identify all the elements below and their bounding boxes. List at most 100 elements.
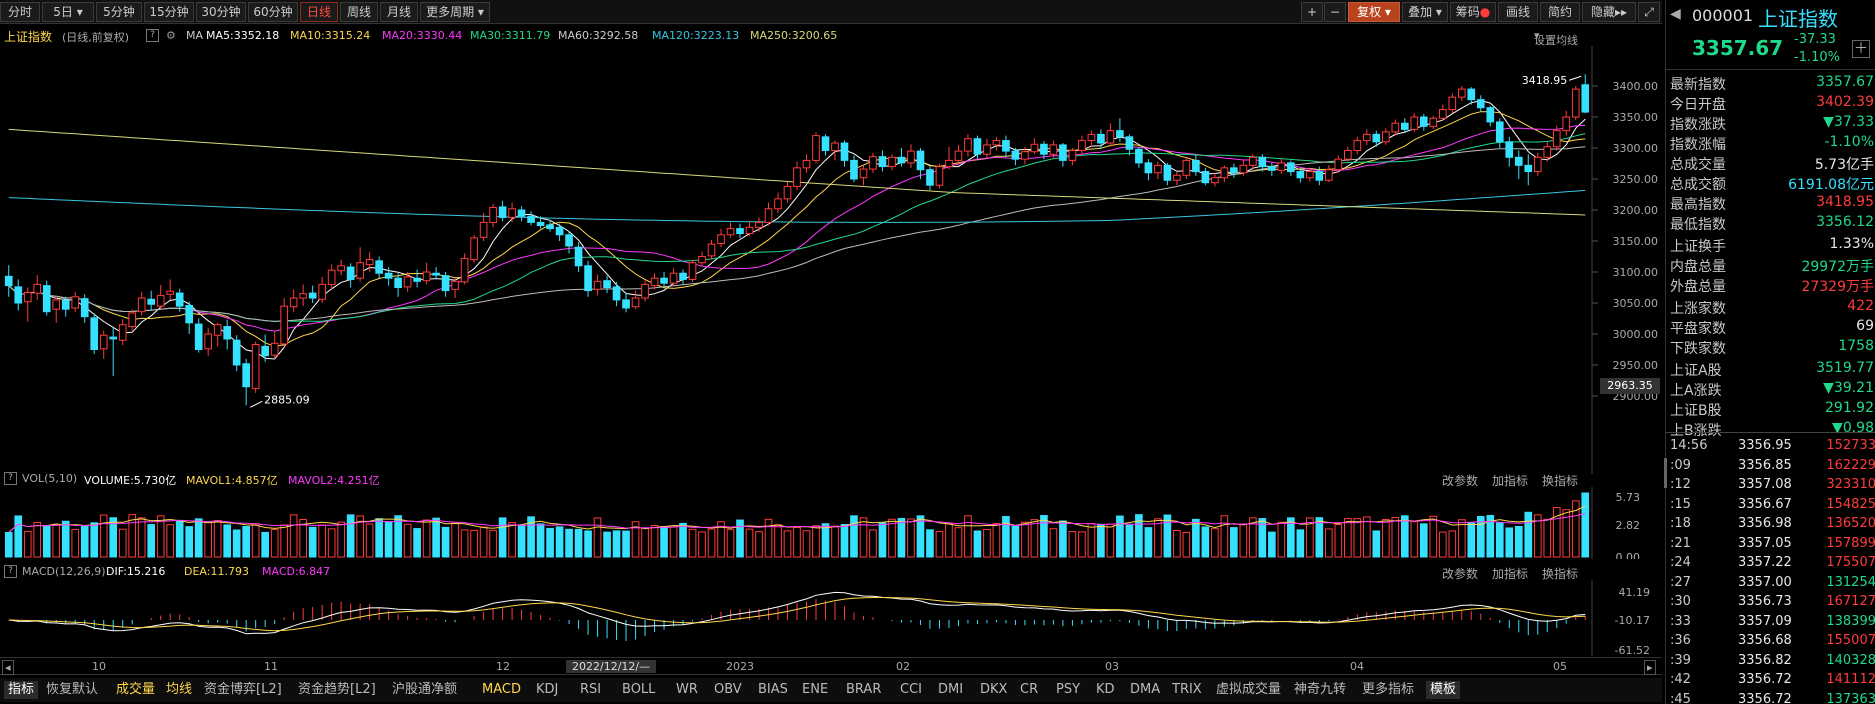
- chips-button[interactable]: 筹码●: [1450, 2, 1496, 22]
- period-tab-15min[interactable]: 15分钟: [144, 2, 194, 22]
- period-tab-day[interactable]: 日线: [300, 2, 338, 22]
- period-tab-minute[interactable]: 分时: [0, 2, 40, 22]
- fullscreen-icon[interactable]: ⤢: [1638, 2, 1660, 22]
- volume-bar: [745, 528, 754, 558]
- candle-body: [1457, 88, 1466, 98]
- volume-bar: [498, 517, 507, 558]
- chips-label: 筹码: [1455, 5, 1480, 19]
- volume-bar: [1239, 524, 1248, 558]
- candle-body: [1325, 169, 1333, 181]
- indicator-tab[interactable]: CCI: [900, 682, 922, 697]
- indicator-tab[interactable]: 成交量: [116, 682, 156, 697]
- back-arrow-icon[interactable]: ◀: [1670, 6, 1681, 22]
- indicator-tab[interactable]: 资金博弈[L2]: [204, 682, 282, 697]
- adjust-button[interactable]: 复权 ▾: [1348, 2, 1400, 22]
- candle-body: [612, 286, 621, 301]
- tick-price: 3357.08: [1738, 477, 1792, 492]
- stat-row: 指数涨幅 -1.10%: [1670, 134, 1874, 154]
- hide-button[interactable]: 隐藏▸▸: [1582, 2, 1636, 22]
- indicator-tab[interactable]: DKX: [980, 682, 1008, 697]
- help-icon[interactable]: ?: [4, 472, 17, 485]
- tick-price: 3356.73: [1738, 594, 1792, 609]
- stat-label: 上B涨跌: [1670, 423, 1722, 439]
- gear-icon[interactable]: ⚙: [166, 29, 176, 42]
- indicator-tab[interactable]: ENE: [802, 682, 829, 697]
- macd-axis-label: 41.19: [1619, 586, 1651, 599]
- indicator-tab[interactable]: PSY: [1056, 682, 1081, 697]
- candle-body: [992, 140, 1001, 146]
- indicator-tab[interactable]: DMI: [938, 682, 964, 697]
- candle-body: [1277, 162, 1286, 171]
- period-tab-more[interactable]: 更多周期 ▾: [420, 2, 490, 22]
- indicator-tab[interactable]: CR: [1020, 682, 1039, 697]
- time-axis[interactable]: ◂ 10 11 12 2022/12/12/— 2023 02 03 04 05…: [0, 657, 1662, 675]
- indicator-tab[interactable]: 虚拟成交量: [1216, 682, 1282, 697]
- draw-button[interactable]: 画线: [1498, 2, 1538, 22]
- candle-body: [555, 226, 564, 236]
- scroll-left-icon[interactable]: ◂: [2, 660, 14, 675]
- indicator-tab[interactable]: 资金趋势[L2]: [298, 682, 376, 697]
- indicator-tab[interactable]: 更多指标: [1362, 682, 1415, 697]
- indicator-tab[interactable]: DMA: [1130, 682, 1161, 697]
- help-icon[interactable]: ?: [146, 29, 159, 42]
- indicator-tab[interactable]: KDJ: [536, 682, 559, 697]
- candle-body: [451, 280, 459, 290]
- indicator-tab[interactable]: 神奇九转: [1294, 682, 1347, 697]
- indicator-tab[interactable]: TRIX: [1172, 682, 1202, 697]
- indicator-tab[interactable]: OBV: [714, 682, 742, 697]
- candle-body: [1438, 109, 1447, 119]
- period-tab-60min[interactable]: 60分钟: [248, 2, 298, 22]
- vol-params-button[interactable]: 改参数: [1442, 474, 1479, 488]
- candle-body: [1049, 144, 1058, 155]
- period-tab-week[interactable]: 周线: [340, 2, 378, 22]
- period-tab-30min[interactable]: 30分钟: [196, 2, 246, 22]
- indicator-tab[interactable]: MACD: [482, 682, 521, 697]
- stat-value: ▼39.21: [1823, 380, 1874, 396]
- volume-bar: [166, 524, 175, 558]
- volume-bar: [1021, 521, 1029, 558]
- candle-body: [394, 277, 402, 288]
- volume-bar: [1030, 519, 1039, 558]
- stat-label: 上证A股: [1670, 363, 1722, 379]
- candle-body: [280, 305, 288, 345]
- indicator-tab[interactable]: 均线: [166, 682, 193, 697]
- high-label: 3418.95: [1522, 74, 1568, 87]
- indicator-tab[interactable]: WR: [676, 682, 698, 697]
- watchlist-add-icon[interactable]: ＋: [1852, 40, 1870, 58]
- indicator-tab[interactable]: 模板: [1426, 681, 1461, 699]
- candle-body: [650, 277, 659, 287]
- zoom-in-button[interactable]: +: [1301, 2, 1323, 22]
- period-tab-5min[interactable]: 5分钟: [96, 2, 142, 22]
- indicator-tab[interactable]: KD: [1096, 682, 1115, 697]
- indicator-tab[interactable]: BIAS: [758, 682, 788, 697]
- volume-bar: [1078, 531, 1086, 558]
- tick-price: 3356.72: [1738, 672, 1792, 687]
- indicator-tab[interactable]: BOLL: [622, 682, 656, 697]
- macd-add-indicator-button[interactable]: 加指标: [1492, 567, 1529, 581]
- simple-button[interactable]: 简约: [1540, 2, 1580, 22]
- scroll-right-icon[interactable]: ▸: [1644, 660, 1656, 675]
- zoom-out-button[interactable]: −: [1324, 2, 1346, 22]
- volume-bar: [185, 526, 194, 558]
- vol-switch-indicator-button[interactable]: 换指标: [1542, 474, 1579, 488]
- volume-bar: [299, 518, 307, 558]
- volume-value: VOLUME:5.730亿: [84, 474, 177, 487]
- volume-bar: [793, 526, 801, 558]
- help-icon[interactable]: ?: [4, 565, 17, 578]
- overlay-button[interactable]: 叠加 ▾: [1402, 2, 1448, 22]
- macd-switch-indicator-button[interactable]: 换指标: [1542, 567, 1579, 581]
- period-tab-5day[interactable]: 5日 ▾: [42, 2, 94, 22]
- indicator-tab[interactable]: 沪股通净额: [392, 682, 458, 697]
- indicator-tab[interactable]: BRAR: [846, 682, 882, 697]
- vol-add-indicator-button[interactable]: 加指标: [1492, 474, 1529, 488]
- period-tab-month[interactable]: 月线: [380, 2, 418, 22]
- macd-params-button[interactable]: 改参数: [1442, 567, 1479, 581]
- indicator-tab[interactable]: 恢复默认: [46, 682, 99, 697]
- volume-chart: 5.73 2.82 0.00: [4, 487, 1640, 559]
- indicator-tab[interactable]: 指标: [4, 681, 39, 699]
- scroll-handle[interactable]: [1664, 458, 1667, 488]
- indicator-tab[interactable]: RSI: [580, 682, 602, 697]
- candlestick-chart[interactable]: 3400.00 3350.00 3300.00 3250.00 3200.00 3150.…: [0, 46, 1662, 474]
- stat-value: 1758: [1838, 338, 1874, 354]
- ma-settings-button[interactable]: 设置均线 ▾: [1534, 29, 1578, 47]
